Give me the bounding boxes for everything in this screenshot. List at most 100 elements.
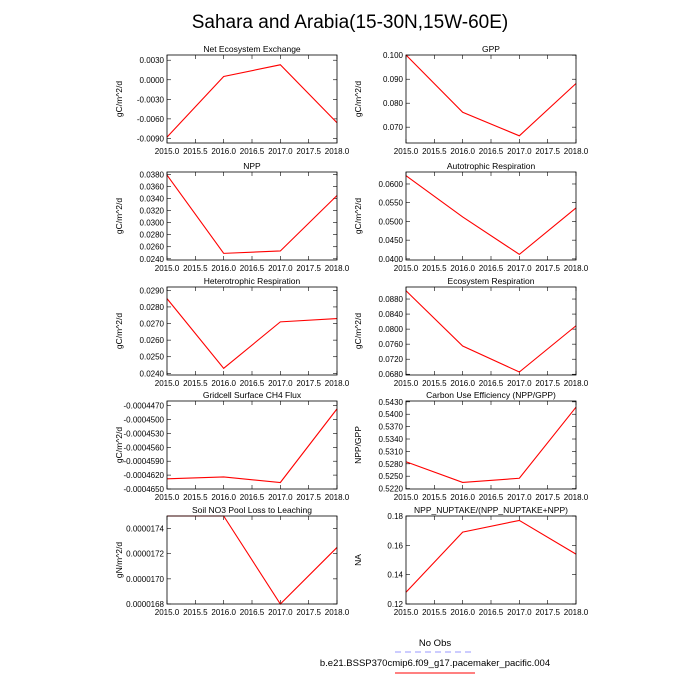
panel-title: Soil NO3 Pool Loss to Leaching — [192, 505, 312, 515]
x-tick-label: 2017.0 — [268, 147, 293, 156]
y-tick-label: 0.12 — [387, 600, 403, 609]
x-tick-label: 2016.5 — [240, 608, 265, 617]
plot-frame — [166, 400, 338, 490]
panel-0: Net Ecosystem Exchange -0.0090 -0.0060 -0.0… — [114, 44, 350, 156]
x-tick-label: 2018.0 — [564, 608, 589, 617]
x-tick-label: 2017.0 — [507, 379, 532, 388]
y-axis-label: gC/m^2/d — [353, 198, 363, 234]
y-tick-label: 0.0000168 — [126, 600, 164, 609]
panel-title: Net Ecosystem Exchange — [203, 44, 301, 54]
x-tick-label: 2017.5 — [535, 608, 560, 617]
x-tick-label: 2017.0 — [507, 264, 532, 273]
x-tick-label: 2015.5 — [183, 608, 208, 617]
y-tick-label: 0.0280 — [140, 303, 165, 312]
panel-title: Autotrophic Respiration — [447, 161, 536, 171]
y-tick-label: 0.5430 — [379, 398, 404, 407]
y-tick-label: -0.0004590 — [124, 457, 165, 466]
y-tick-label: 0.0320 — [140, 207, 165, 216]
panel-title: NPP — [243, 161, 261, 171]
series-line — [166, 408, 338, 484]
x-tick-label: 2017.5 — [296, 147, 321, 156]
plot-frame — [405, 515, 577, 605]
panel-title: Carbon Use Efficiency (NPP/GPP) — [426, 390, 556, 400]
series-line — [166, 64, 338, 138]
y-axis-label: gN/m^2/d — [114, 542, 124, 578]
x-tick-label: 2017.5 — [535, 147, 560, 156]
x-tick-label: 2017.5 — [296, 493, 321, 502]
panel-4: Heterotrophic Respiration 0.0240 0.0250 0.0… — [114, 276, 350, 388]
x-tick-label: 2018.0 — [564, 493, 589, 502]
y-tick-label: -0.0004620 — [124, 471, 165, 480]
y-tick-label: 0.0000174 — [126, 525, 164, 534]
x-tick-label: 2018.0 — [325, 493, 350, 502]
x-tick-label: 2016.0 — [450, 264, 475, 273]
y-tick-label: -0.0004470 — [124, 402, 165, 411]
y-tick-label: 0.5340 — [379, 435, 404, 444]
x-tick-label: 2015.5 — [183, 493, 208, 502]
plot-frame — [405, 171, 577, 261]
panel-8: Soil NO3 Pool Loss to Leaching 0.0000168 0… — [114, 505, 350, 617]
legend: No Obs b.e21.BSSP370cmip6.f09_g17.pacema… — [320, 638, 550, 674]
y-tick-label: 0.0000 — [140, 76, 165, 85]
y-tick-label: 0.18 — [387, 512, 403, 521]
y-tick-label: 0.0800 — [379, 325, 404, 334]
x-tick-label: 2015.5 — [422, 493, 447, 502]
x-tick-label: 2015.0 — [155, 379, 180, 388]
series-line — [167, 515, 338, 605]
panel-5: Ecosystem Respiration 0.0680 0.0720 0.0760 0… — [353, 276, 589, 388]
y-tick-label: 0.0250 — [140, 353, 165, 362]
plot-frame — [405, 400, 577, 490]
y-axis-label: gC/m^2/d — [114, 198, 124, 234]
y-tick-label: 0.0260 — [140, 336, 165, 345]
panel-2: NPP 0.0240 0.0260 0.0280 0.0300 0.0320 0.0340 0… — [114, 161, 350, 273]
x-tick-label: 2018.0 — [564, 147, 589, 156]
x-tick-label: 2017.5 — [296, 264, 321, 273]
plot-frame — [166, 171, 338, 261]
x-tick-label: 2015.5 — [183, 379, 208, 388]
x-tick-label: 2015.5 — [183, 147, 208, 156]
y-tick-label: 0.0880 — [379, 295, 404, 304]
y-tick-label: -0.0004560 — [124, 443, 165, 452]
panel-9: NPP_NUPTAKE/(NPP_NUPTAKE+NPP) 0.12 0.14 0.1… — [353, 505, 589, 617]
x-tick-label: 2015.0 — [155, 608, 180, 617]
panel-title: NPP_NUPTAKE/(NPP_NUPTAKE+NPP) — [414, 505, 568, 515]
x-tick-label: 2016.0 — [211, 147, 236, 156]
series-line — [405, 290, 577, 373]
x-tick-label: 2018.0 — [564, 379, 589, 388]
y-tick-label: 0.0400 — [379, 255, 404, 264]
x-tick-label: 2017.0 — [268, 493, 293, 502]
y-tick-label: 0.0240 — [140, 369, 165, 378]
series-line — [166, 174, 338, 254]
y-tick-label: 0.0720 — [379, 355, 404, 364]
y-tick-label: 0.0600 — [379, 180, 404, 189]
x-tick-label: 2015.0 — [155, 264, 180, 273]
y-tick-label: 0.0000172 — [126, 550, 164, 559]
x-tick-label: 2018.0 — [325, 264, 350, 273]
x-tick-label: 2017.0 — [507, 147, 532, 156]
panel-title: Gridcell Surface CH4 Flux — [203, 390, 302, 400]
y-tick-label: 0.0680 — [379, 370, 404, 379]
x-tick-label: 2016.5 — [479, 493, 504, 502]
y-axis-label: gC/m^2/d — [353, 81, 363, 117]
y-tick-label: 0.0360 — [140, 182, 165, 191]
x-tick-label: 2016.5 — [240, 147, 265, 156]
y-tick-label: -0.0030 — [137, 95, 165, 104]
x-tick-label: 2015.5 — [422, 379, 447, 388]
y-tick-label: 0.5400 — [379, 410, 404, 419]
x-tick-label: 2018.0 — [564, 264, 589, 273]
x-tick-label: 2017.0 — [507, 493, 532, 502]
series-line — [166, 298, 338, 370]
x-tick-label: 2015.5 — [422, 608, 447, 617]
y-axis-label: gC/m^2/d — [114, 313, 124, 349]
y-tick-label: -0.0090 — [137, 134, 165, 143]
panel-title: GPP — [482, 44, 500, 54]
x-tick-label: 2015.0 — [394, 264, 419, 273]
y-tick-label: -0.0004530 — [124, 429, 165, 438]
panel-3: Autotrophic Respiration 0.0400 0.0450 0.050… — [353, 161, 589, 273]
y-tick-label: 0.0030 — [140, 56, 165, 65]
y-tick-label: -0.0004500 — [124, 416, 165, 425]
legend-series-label: b.e21.BSSP370cmip6.f09_g17.pacemaker_pac… — [320, 658, 550, 669]
panel-title: Ecosystem Respiration — [448, 276, 535, 286]
x-tick-label: 2017.5 — [535, 493, 560, 502]
x-tick-label: 2016.0 — [211, 493, 236, 502]
